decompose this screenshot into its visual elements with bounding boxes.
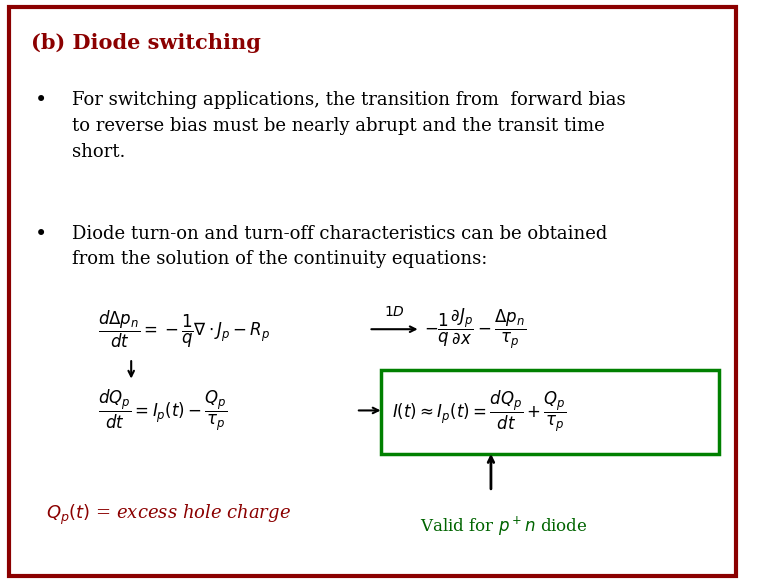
Text: •: •	[35, 92, 47, 110]
Text: $Q_p(t)$ = excess hole charge: $Q_p(t)$ = excess hole charge	[46, 503, 291, 527]
Text: (b) Diode switching: (b) Diode switching	[31, 33, 261, 53]
Text: Valid for $p^+n$ diode: Valid for $p^+n$ diode	[420, 515, 588, 538]
Text: $\dfrac{d\Delta p_n}{dt} = -\dfrac{1}{q}\nabla \cdot J_p - R_p$: $\dfrac{d\Delta p_n}{dt} = -\dfrac{1}{q}…	[98, 308, 270, 350]
Text: Diode turn-on and turn-off characteristics can be obtained
from the solution of : Diode turn-on and turn-off characteristi…	[72, 225, 607, 269]
Text: $-\dfrac{1}{q}\dfrac{\partial J_p}{\partial x} - \dfrac{\Delta p_n}{\tau_p}$: $-\dfrac{1}{q}\dfrac{\partial J_p}{\part…	[424, 307, 526, 352]
Text: $1D$: $1D$	[384, 305, 405, 319]
Text: $\dfrac{dQ_p}{dt} = I_p(t) - \dfrac{Q_p}{\tau_p}$: $\dfrac{dQ_p}{dt} = I_p(t) - \dfrac{Q_p}…	[98, 388, 227, 433]
Text: •: •	[35, 225, 47, 244]
FancyBboxPatch shape	[382, 370, 719, 454]
FancyBboxPatch shape	[9, 7, 736, 576]
Text: $I(t) \approx I_p(t) = \dfrac{dQ_p}{dt} + \dfrac{Q_p}{\tau_p}$: $I(t) \approx I_p(t) = \dfrac{dQ_p}{dt} …	[392, 389, 567, 434]
Text: For switching applications, the transition from  forward bias
to reverse bias mu: For switching applications, the transiti…	[72, 92, 626, 161]
